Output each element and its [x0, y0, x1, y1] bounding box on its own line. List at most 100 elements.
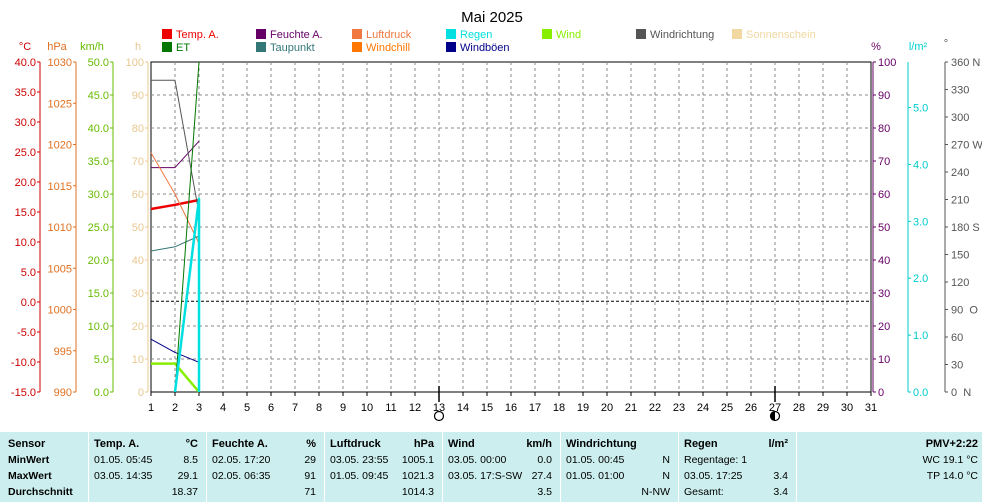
- x-axis-tick-label: 9: [340, 402, 346, 414]
- humidity-max-time: 02.05. 06:35: [212, 470, 271, 482]
- legend-label: Windchill: [366, 42, 410, 54]
- axis-tick-label: 5.0: [913, 103, 928, 115]
- legend-swatch: [162, 29, 172, 39]
- x-axis-tick-label: 5: [244, 402, 250, 414]
- legend-label: Sonnenschein: [746, 29, 816, 41]
- series-line-luftdruck: [150, 152, 200, 244]
- axis-tick-label: 45.0: [88, 90, 109, 102]
- series-line-windb-en: [150, 338, 200, 363]
- legend-swatch: [542, 29, 552, 39]
- axis-tick-label: 0: [138, 387, 144, 399]
- legend-label: Windrichtung: [650, 29, 714, 41]
- pressure-unit: hPa: [413, 438, 434, 450]
- axis-unit-label: °C: [19, 41, 31, 53]
- axis-unit-label: km/h: [80, 41, 104, 53]
- axis-tick-label: 210: [951, 195, 969, 207]
- x-axis-tick-label: 24: [697, 402, 709, 414]
- legend-swatch: [162, 42, 172, 52]
- x-axis-tick-label: 23: [673, 402, 685, 414]
- new-moon-icon: [769, 410, 781, 422]
- axis-tick-label: 30.0: [15, 117, 36, 129]
- axis-tick-label: 1005: [48, 263, 72, 275]
- axis-tick-label: 50: [132, 222, 144, 234]
- x-axis-tick-label: 17: [529, 402, 541, 414]
- axis-tick-label: 3.0: [913, 216, 928, 228]
- axis-tick-label: 15.0: [88, 288, 109, 300]
- temp-header: Temp. A.: [94, 438, 140, 450]
- legend-swatch: [636, 29, 646, 39]
- axis-tick-label: 300: [951, 112, 969, 124]
- pressure-min: 1005.1: [401, 454, 434, 466]
- x-axis-tick-label: 6: [268, 402, 274, 414]
- humidity-max: 91: [304, 470, 316, 482]
- rain-unit: l/m²: [768, 438, 788, 450]
- windchill-value: WC 19.1 °C: [922, 454, 978, 466]
- axis-tick-label: 0.0: [94, 387, 109, 399]
- axis-tick-label: 330: [951, 85, 969, 97]
- rain-total-label: Gesamt:: [684, 486, 724, 498]
- x-axis-tick-label: 29: [817, 402, 829, 414]
- legend-label: Wind: [556, 29, 581, 41]
- x-axis-tick-label: 2: [172, 402, 178, 414]
- pressure-column: Luftdruck hPa 03.05. 23:55 1005.1 01.05.…: [324, 432, 443, 502]
- axis-tick-label: 10.0: [15, 237, 36, 249]
- axis-tick-label: 30: [951, 360, 963, 372]
- series-line-taupunkt: [150, 235, 200, 252]
- chart-legend: Temp. A. Feuchte A. Luftdruck Regen Wind Wind…: [162, 29, 816, 54]
- temp-min-time: 01.05. 05:45: [94, 454, 153, 466]
- axis-tick-label: 0.0: [21, 297, 36, 309]
- wind-max-time: 03.05. 17:S-SW: [448, 470, 523, 482]
- wind-header: Wind: [448, 438, 475, 450]
- axis-tick-label: 360 N: [951, 57, 980, 69]
- legend-label: Feuchte A.: [270, 29, 323, 41]
- axis-tick-label: 15.0: [15, 207, 36, 219]
- axis-tick-label: 40: [878, 255, 890, 267]
- axis-tick-label: 80: [132, 123, 144, 135]
- humidity-avg: 71: [304, 486, 316, 498]
- row-labels-column: Sensor MinWert MaxWert Durchschnitt: [0, 432, 89, 502]
- wind-direction-max: N: [662, 470, 670, 482]
- axis-tick-label: 50: [878, 222, 890, 234]
- row-label-min: MinWert: [8, 454, 50, 466]
- full-moon-icon: [433, 410, 445, 422]
- x-axis-tick-label: 1: [148, 402, 154, 414]
- temp-max-time: 03.05. 14:35: [94, 470, 153, 482]
- x-axis-tick-label: 4: [220, 402, 226, 414]
- axis-tick-label: 5.0: [21, 267, 36, 279]
- x-axis-tick-label: 8: [316, 402, 322, 414]
- rain-header: Regen: [684, 438, 718, 450]
- temp-column: Temp. A. °C 01.05. 05:45 8.5 03.05. 14:3…: [88, 432, 207, 502]
- axis-tick-label: -15.0: [11, 387, 36, 399]
- axis-tick-label: 60: [878, 189, 890, 201]
- axis-tick-label: 150: [951, 250, 969, 262]
- x-axis-tick-label: 25: [721, 402, 733, 414]
- x-axis-tick-label: 14: [457, 402, 469, 414]
- row-label-max: MaxWert: [8, 470, 52, 482]
- axis-tick-label: 90: [878, 90, 890, 102]
- wind-direction-min-time: 01.05. 00:45: [566, 454, 625, 466]
- axis-tick-label: 80: [878, 123, 890, 135]
- axis-tick-label: 40: [132, 255, 144, 267]
- axis-tick-label: 90 O: [951, 305, 978, 317]
- x-axis-tick-label: 10: [361, 402, 373, 414]
- pressure-max: 1021.3: [401, 470, 434, 482]
- axis-tick-label: 180 S: [951, 222, 980, 234]
- legend-swatch: [732, 29, 742, 39]
- rain-days: Regentage: 1: [684, 454, 748, 466]
- rain-column: Regen l/m² Regentage: 1 03.05. 17:25 3.4…: [678, 432, 797, 502]
- wind-avg: 3.5: [537, 486, 552, 498]
- axis-tick-label: 1000: [48, 305, 72, 317]
- axis-tick-label: 1010: [48, 222, 72, 234]
- axis-tick-label: 0: [878, 387, 884, 399]
- plot-grid: [150, 61, 872, 393]
- axis-tick-label: 60: [951, 332, 963, 344]
- axis-tick-label: 50.0: [88, 57, 109, 69]
- axis-unit-label: %: [871, 41, 881, 53]
- legend-swatch: [352, 42, 362, 52]
- humidity-min: 29: [304, 454, 316, 466]
- series-line-feuchte-a: [151, 140, 200, 169]
- pressure-avg: 1014.3: [401, 486, 434, 498]
- x-axis-tick-label: 31: [865, 402, 877, 414]
- dewpoint-value: TP 14.0 °C: [926, 470, 978, 482]
- temp-min: 8.5: [183, 454, 198, 466]
